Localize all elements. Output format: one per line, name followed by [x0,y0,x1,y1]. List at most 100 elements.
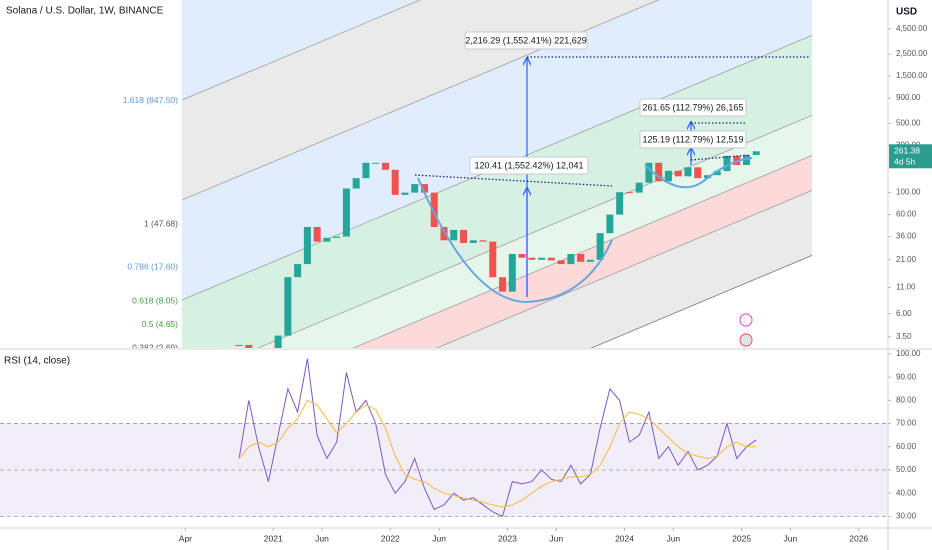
candle [694,167,702,179]
rsi-line [238,358,757,518]
candle [381,162,389,170]
dotted-line [414,174,613,187]
candle [411,184,419,193]
time-tick-label: Jun [666,533,680,543]
annotation-box [469,156,589,175]
candle [625,192,633,194]
candle [616,192,624,215]
channel-line [435,190,813,348]
price-tick-label: 2,500.00 [896,49,928,58]
candle [743,154,751,166]
candle [518,254,526,258]
channel-line [257,115,813,348]
price-tick-label: 36.00 [896,232,917,241]
candle [401,192,409,195]
candle [430,192,438,227]
price-tick-label: 3.50 [896,332,912,341]
candle [538,257,546,260]
fib-level-label: 0.5 (4.65) [142,319,179,329]
fib-level-label: 0.618 (8.05) [132,295,178,305]
candle [557,260,565,265]
rsi-tick-label: 50.00 [896,465,917,474]
candle [606,214,614,234]
candle [499,277,507,292]
candle [655,162,663,182]
rsi-tick-label: 30.00 [896,512,917,521]
dotted-line [690,154,751,161]
time-tick-label: Jun [784,533,798,543]
candle [313,226,321,242]
candle [352,178,360,189]
fib-level-label: 1 (47.68) [144,219,178,229]
candle [528,257,536,260]
candle [362,162,370,179]
price-tick-label: 500.00 [896,118,921,127]
candle [469,240,477,243]
event-icon[interactable] [739,313,753,327]
candle [489,241,497,278]
currency: USD [896,7,917,18]
candle [342,188,350,237]
candle [479,240,487,242]
annotation-text: 120.41 (1,552.42%) 12,041 [474,160,583,170]
current-price-box [889,144,932,169]
candle [596,233,604,260]
fib-level-label: 0.382 (2.69) [132,342,178,352]
time-tick-label: Apr [179,533,192,543]
candle [577,254,585,262]
candle [372,162,380,164]
current-price: 261.38 [894,146,920,156]
chart-title: Solana / U.S. Dollar, 1W, BINANCE [6,6,164,17]
candle [460,229,468,243]
annotation-text: 2,216.29 (1,552.41%) 221,629 [465,35,587,45]
time-tick-label: 2023 [498,533,517,543]
candle [635,182,643,193]
flag-icon[interactable] [739,333,753,347]
price-tick-label: 900.00 [896,93,921,102]
candle [323,237,331,242]
time-tick-label: 2025 [732,533,751,543]
price-tick-label: 100.00 [896,188,921,197]
fib-level-label: 0.786 (17.60) [127,262,178,272]
channel-line [352,155,813,348]
candle [274,335,282,348]
fib-level-label: 1.618 (847.50) [123,95,178,105]
candle [420,184,428,193]
candle [723,155,731,172]
candle [645,162,653,183]
channel-band [182,0,812,300]
price-tick-label: 1,500.00 [896,71,928,80]
time-tick-label: 2021 [264,533,283,543]
candle [674,170,682,177]
rsi-tick-label: 60.00 [896,442,917,451]
annotation-box [639,130,747,149]
candle [450,229,458,241]
time-tick-label: 2026 [849,533,868,543]
candle [684,167,692,177]
candle [508,254,516,292]
cup-curve [417,177,613,304]
channel-line [181,0,660,201]
annotation-text: 261.65 (112.79%) 26,165 [643,102,744,112]
annotation-text: 125.19 (112.79%) 12,519 [643,134,744,144]
countdown: 4d 5h [894,157,916,167]
candle [547,257,555,261]
price-tick-label: 6.00 [896,309,912,318]
channel-line [590,255,813,348]
time-tick-label: Jun [549,533,563,543]
price-tick-label: 60.00 [896,210,917,219]
time-tick-label: Jun [315,533,329,543]
candle [303,226,311,265]
price-pane: 1.618 (847.50) 1 (47.68) 0.786 (17.60) 0.61… [123,0,813,352]
candle [245,344,253,348]
annotation-box [464,31,588,50]
time-tick-label: 2024 [615,533,634,543]
time-tick-label: Jun [432,533,446,543]
candle [752,151,760,155]
rsi-title: RSI (14, close) [4,356,70,367]
candle [333,236,341,238]
candle [664,170,672,182]
price-tick-label: 11.00 [896,283,916,292]
rsi-tick-label: 90.00 [896,372,917,381]
rsi-tick-label: 70.00 [896,419,917,428]
